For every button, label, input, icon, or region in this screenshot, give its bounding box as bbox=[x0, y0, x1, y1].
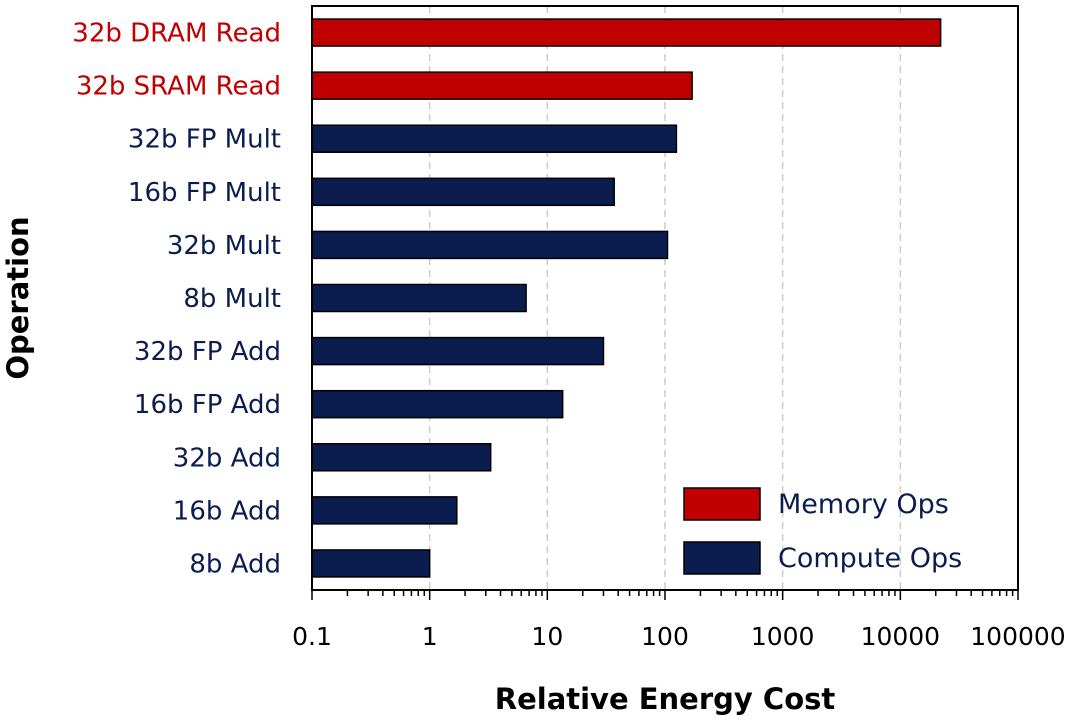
bar-32b-add bbox=[311, 443, 492, 472]
bar-8b-mult bbox=[311, 283, 527, 313]
category-label: 32b Mult bbox=[167, 231, 281, 261]
bar-16b-add bbox=[311, 496, 458, 525]
category-label: 8b Add bbox=[189, 549, 281, 579]
bar-32b-dram-read bbox=[311, 18, 942, 47]
x-axis-title: Relative Energy Cost bbox=[495, 682, 836, 716]
bar-32b-sram-read bbox=[311, 71, 693, 100]
category-label: 16b FP Mult bbox=[128, 178, 281, 208]
category-label: 32b FP Add bbox=[134, 337, 281, 367]
x-tick-label: 100 bbox=[641, 622, 689, 651]
bar-32b-fp-mult bbox=[311, 124, 678, 153]
category-label: 8b Mult bbox=[183, 284, 281, 314]
category-labels: 32b DRAM Read 32b SRAM Read 32b FP Mult 16b… bbox=[72, 19, 281, 580]
y-axis-title: Operation bbox=[1, 216, 35, 379]
category-label: 32b SRAM Read bbox=[76, 72, 281, 102]
grid-lines bbox=[428, 6, 902, 590]
category-label: 32b DRAM Read bbox=[72, 19, 281, 49]
bar-16b-fp-add bbox=[311, 389, 564, 419]
bar-32b-mult bbox=[311, 230, 669, 260]
x-axis-ticks bbox=[311, 590, 1019, 600]
bar-16b-fp-mult bbox=[311, 177, 615, 207]
legend-swatch-memory bbox=[683, 487, 761, 521]
x-tick-labels: 0.1 1 10 100 1000 10000 100000 bbox=[292, 622, 1066, 651]
category-label: 16b Add bbox=[173, 496, 281, 526]
x-tick-label: 1000 bbox=[751, 622, 815, 651]
legend-label-memory: Memory Ops bbox=[778, 489, 949, 520]
x-tick-label: 1 bbox=[422, 622, 438, 651]
x-tick-label: 10 bbox=[531, 622, 563, 651]
legend: Memory Ops Compute Ops bbox=[683, 487, 962, 575]
x-tick-label: 100000 bbox=[970, 622, 1065, 651]
category-label: 32b Add bbox=[173, 443, 281, 473]
bar-8b-add bbox=[311, 549, 431, 578]
legend-label-compute: Compute Ops bbox=[778, 543, 962, 574]
x-tick-label: 0.1 bbox=[292, 622, 332, 651]
bar-32b-fp-add bbox=[311, 336, 605, 366]
category-label: 16b FP Add bbox=[134, 390, 281, 420]
x-tick-label: 10000 bbox=[861, 622, 941, 651]
legend-swatch-compute bbox=[683, 541, 761, 575]
category-label: 32b FP Mult bbox=[128, 125, 281, 155]
